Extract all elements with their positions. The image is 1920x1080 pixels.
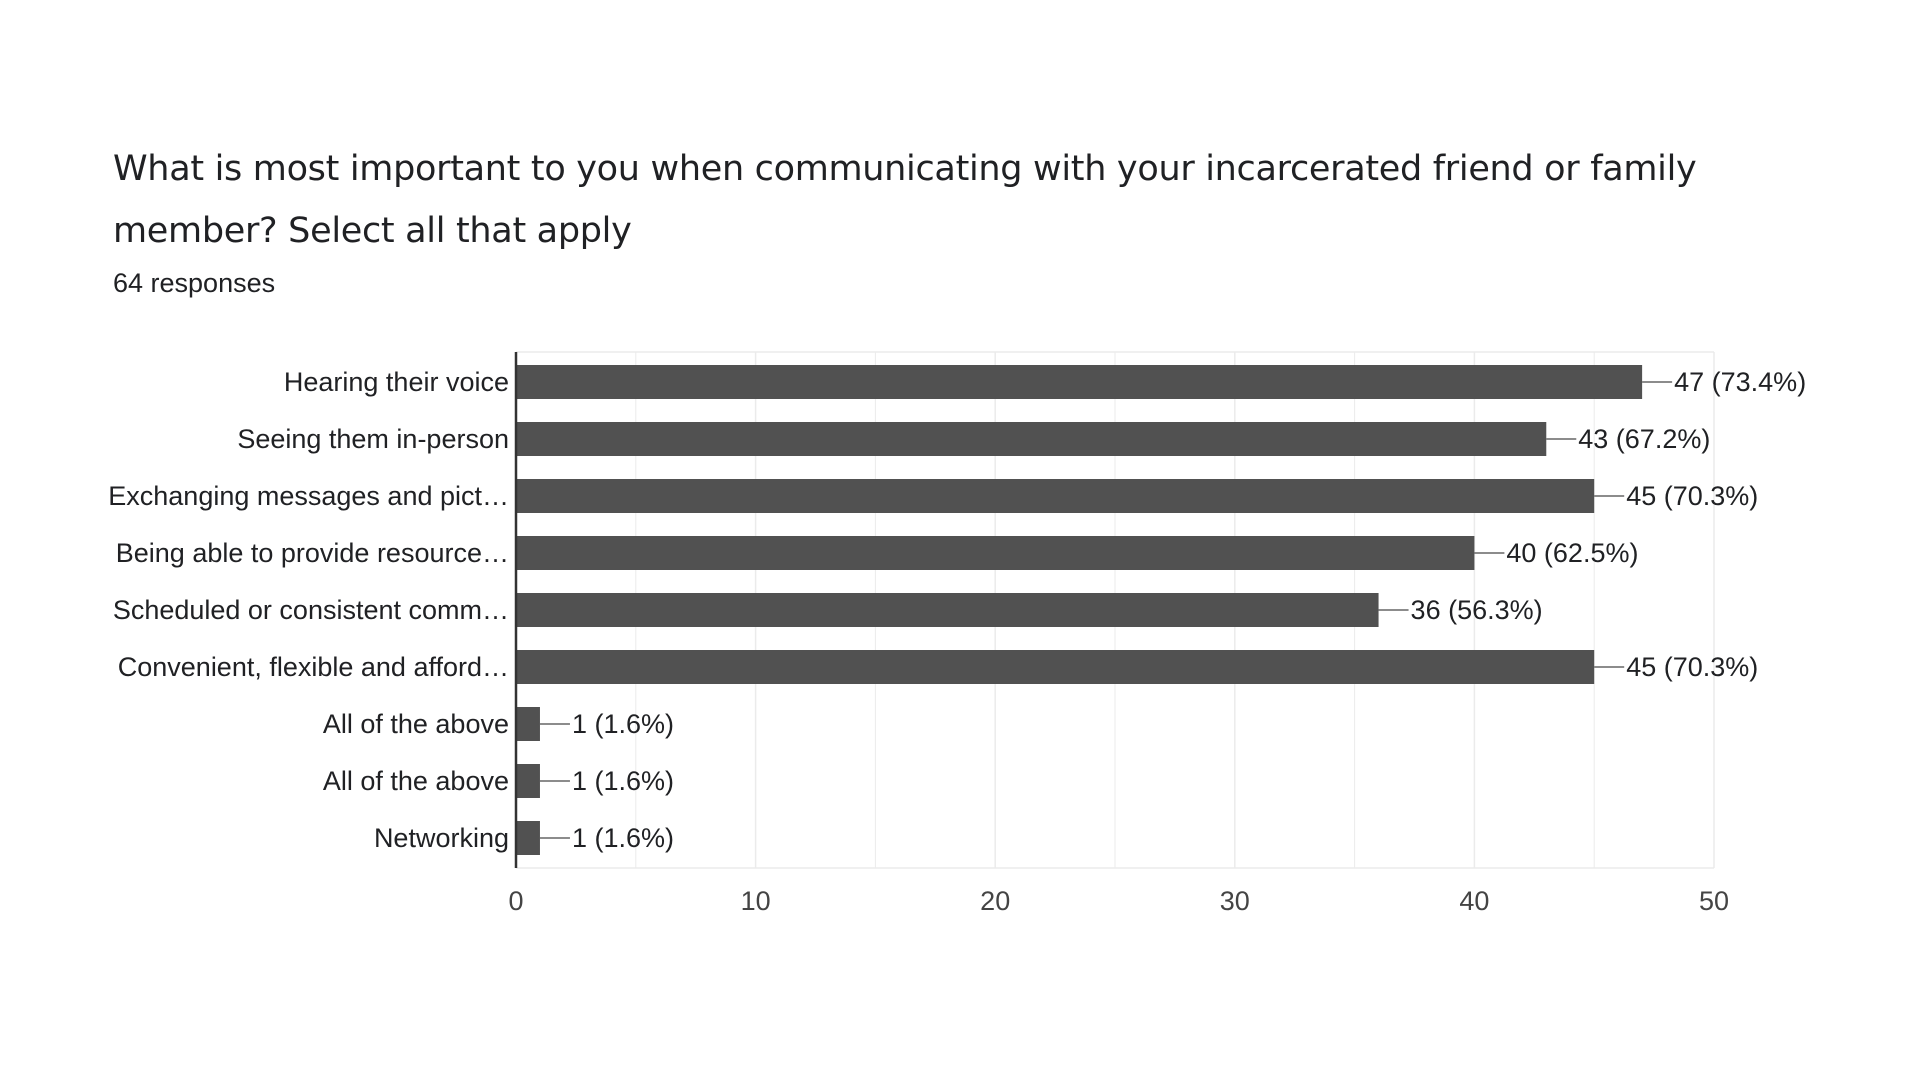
- data-label: 1 (1.6%): [572, 709, 674, 739]
- bar: [516, 821, 540, 855]
- data-label: 45 (70.3%): [1626, 481, 1758, 511]
- category-label: Networking: [374, 823, 509, 853]
- category-label: Being able to provide resource…: [116, 538, 509, 568]
- category-label: Hearing their voice: [284, 367, 509, 397]
- response-count: 64 responses: [113, 268, 276, 298]
- x-tick-label: 10: [741, 886, 771, 916]
- data-label: 43 (67.2%): [1578, 424, 1710, 454]
- bar: [516, 707, 540, 741]
- bar: [516, 593, 1379, 627]
- category-label: All of the above: [323, 766, 509, 796]
- bar: [516, 650, 1595, 684]
- question-title: What is most important to you when commu…: [113, 149, 1697, 251]
- bar: [516, 764, 540, 798]
- x-tick-label: 50: [1699, 886, 1729, 916]
- x-tick-label: 40: [1459, 886, 1489, 916]
- bar: [516, 479, 1595, 513]
- category-label: All of the above: [323, 709, 509, 739]
- category-label: Exchanging messages and pict…: [108, 481, 509, 511]
- bars: [516, 365, 1643, 855]
- x-tick-labels: 0 10 20 30 40 50: [508, 886, 1729, 916]
- bar: [516, 365, 1643, 399]
- x-tick-label: 20: [980, 886, 1010, 916]
- category-labels: Hearing their voice Seeing them in-person…: [108, 367, 509, 853]
- bar: [516, 536, 1475, 570]
- data-label: 47 (73.4%): [1674, 367, 1806, 397]
- data-label: 36 (56.3%): [1411, 595, 1543, 625]
- leader-lines: [539, 381, 1673, 839]
- data-label: 1 (1.6%): [572, 766, 674, 796]
- category-label: Convenient, flexible and afford…: [118, 652, 509, 682]
- data-labels: 47 (73.4%) 43 (67.2%) 45 (70.3%) 40 (62.5%)…: [572, 367, 1806, 853]
- chart-header: What is most important to you when commu…: [113, 138, 1833, 299]
- category-label: Seeing them in-person: [237, 424, 509, 454]
- data-label: 40 (62.5%): [1506, 538, 1638, 568]
- x-tick-label: 0: [508, 886, 523, 916]
- data-label: 1 (1.6%): [572, 823, 674, 853]
- x-tick-label: 30: [1220, 886, 1250, 916]
- data-label: 45 (70.3%): [1626, 652, 1758, 682]
- category-label: Scheduled or consistent comm…: [113, 595, 509, 625]
- bar: [516, 422, 1547, 456]
